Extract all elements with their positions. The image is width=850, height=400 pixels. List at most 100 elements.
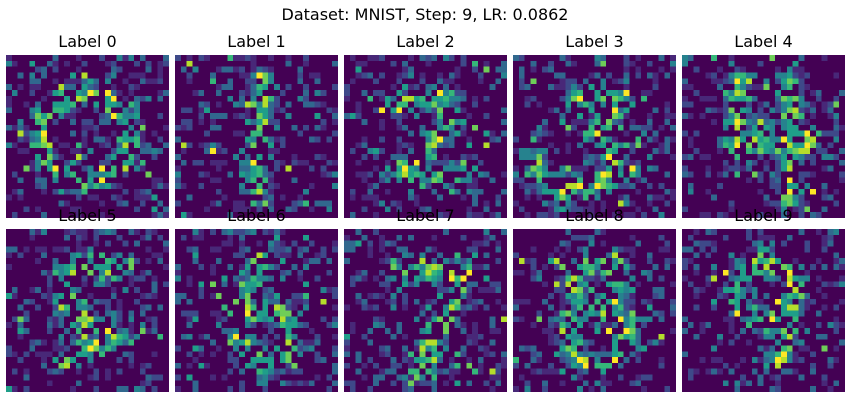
heatmap-cell bbox=[769, 200, 776, 207]
heatmap-cell bbox=[145, 165, 152, 172]
heatmap-cell bbox=[594, 55, 601, 61]
heatmap-cell bbox=[821, 188, 828, 195]
heatmap-cell bbox=[250, 72, 257, 79]
heatmap-cell bbox=[75, 293, 82, 299]
heatmap-cell bbox=[687, 101, 694, 108]
heatmap-cell bbox=[384, 183, 391, 189]
heatmap-cell bbox=[256, 263, 263, 270]
heatmap-cell bbox=[99, 130, 106, 137]
heatmap-cell bbox=[577, 206, 583, 213]
heatmap-cell bbox=[110, 252, 117, 259]
heatmap-cell bbox=[833, 107, 840, 114]
heatmap-cell bbox=[128, 293, 135, 299]
heatmap-cell bbox=[466, 78, 473, 85]
heatmap-cell bbox=[279, 183, 286, 189]
heatmap-cell bbox=[180, 142, 187, 149]
heatmap-cell bbox=[308, 72, 315, 79]
heatmap-cell bbox=[104, 95, 111, 102]
heatmap-cell bbox=[204, 234, 210, 241]
heatmap-cell bbox=[635, 165, 642, 172]
heatmap-cell bbox=[798, 171, 805, 178]
heatmap-cell bbox=[617, 95, 624, 102]
heatmap-cell bbox=[139, 55, 146, 61]
heatmap-cell bbox=[70, 124, 76, 131]
heatmap-cell bbox=[617, 101, 624, 108]
heatmap-cell bbox=[402, 188, 409, 195]
heatmap-cell bbox=[518, 148, 525, 155]
heatmap-cell bbox=[192, 136, 199, 143]
heatmap-image bbox=[6, 55, 169, 218]
heatmap-cell bbox=[104, 66, 111, 73]
heatmap-cell bbox=[833, 101, 840, 108]
heatmap-cell bbox=[40, 84, 47, 90]
heatmap-cell bbox=[682, 200, 688, 207]
heatmap-cell bbox=[285, 107, 292, 114]
heatmap-cell bbox=[93, 263, 100, 270]
heatmap-cell bbox=[273, 148, 280, 155]
heatmap-cell bbox=[75, 275, 82, 282]
heatmap-cell bbox=[23, 310, 30, 317]
heatmap-cell bbox=[559, 153, 566, 160]
heatmap-cell bbox=[279, 246, 286, 253]
heatmap-cell bbox=[373, 72, 379, 79]
heatmap-cell bbox=[70, 293, 76, 299]
heatmap-cell bbox=[466, 177, 473, 184]
heatmap-cell bbox=[530, 212, 537, 218]
heatmap-cell bbox=[151, 322, 158, 329]
heatmap-cell bbox=[810, 165, 816, 172]
heatmap-cell bbox=[454, 171, 461, 178]
heatmap-cell bbox=[489, 142, 496, 149]
heatmap-cell bbox=[233, 206, 240, 213]
heatmap-cell bbox=[384, 136, 391, 143]
heatmap-cell bbox=[17, 171, 24, 178]
heatmap-cell bbox=[186, 258, 193, 264]
heatmap-cell bbox=[320, 60, 327, 67]
heatmap-cell bbox=[29, 84, 36, 90]
heatmap-cell bbox=[751, 72, 758, 79]
heatmap-cell bbox=[442, 89, 449, 96]
heatmap-cell bbox=[390, 183, 397, 189]
heatmap-cell bbox=[23, 281, 30, 288]
heatmap-cell bbox=[780, 177, 787, 184]
heatmap-cell bbox=[285, 234, 292, 241]
heatmap-cell bbox=[17, 258, 24, 264]
heatmap-cell bbox=[204, 165, 210, 172]
heatmap-cell bbox=[559, 124, 566, 131]
heatmap-cell bbox=[58, 130, 65, 137]
heatmap-cell bbox=[6, 78, 12, 85]
heatmap-cell bbox=[518, 165, 525, 172]
heatmap-cell bbox=[617, 66, 624, 73]
heatmap-cell bbox=[139, 66, 146, 73]
heatmap-cell bbox=[705, 95, 712, 102]
heatmap-cell bbox=[221, 60, 228, 67]
heatmap-cell bbox=[308, 148, 315, 155]
heatmap-cell bbox=[390, 142, 397, 149]
heatmap-cell bbox=[396, 101, 403, 108]
heatmap-cell bbox=[221, 72, 228, 79]
heatmap-cell bbox=[110, 60, 117, 67]
heatmap-cell bbox=[588, 101, 595, 108]
heatmap-cell bbox=[646, 124, 653, 131]
heatmap-cell bbox=[740, 72, 747, 79]
heatmap-cell bbox=[682, 60, 688, 67]
heatmap-cell bbox=[542, 95, 548, 102]
heatmap-cell bbox=[116, 119, 123, 125]
heatmap-cell bbox=[29, 78, 36, 85]
heatmap-cell bbox=[611, 206, 618, 213]
heatmap-cell bbox=[186, 269, 193, 276]
heatmap-cell bbox=[827, 95, 834, 102]
heatmap-cell bbox=[746, 84, 752, 90]
heatmap-cell bbox=[29, 183, 36, 189]
heatmap-cell bbox=[58, 212, 65, 218]
heatmap-cell bbox=[542, 55, 548, 61]
heatmap-cell bbox=[29, 339, 36, 346]
heatmap-cell bbox=[629, 153, 636, 160]
heatmap-cell bbox=[279, 165, 286, 172]
heatmap-cell bbox=[122, 333, 129, 340]
heatmap-cell bbox=[326, 234, 333, 241]
heatmap-cell bbox=[291, 269, 298, 276]
heatmap-cell bbox=[285, 252, 292, 259]
heatmap-cell bbox=[734, 119, 741, 125]
heatmap-cell bbox=[256, 148, 263, 155]
heatmap-cell bbox=[839, 60, 845, 67]
